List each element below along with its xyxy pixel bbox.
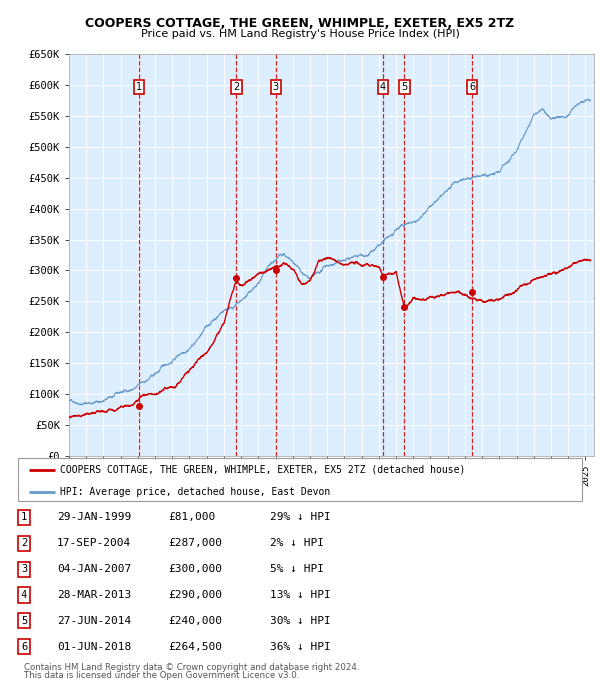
Text: 5% ↓ HPI: 5% ↓ HPI (270, 564, 324, 574)
Text: £290,000: £290,000 (168, 590, 222, 600)
Text: 27-JUN-2014: 27-JUN-2014 (57, 616, 131, 626)
Text: 1: 1 (136, 82, 142, 92)
Text: COOPERS COTTAGE, THE GREEN, WHIMPLE, EXETER, EX5 2TZ: COOPERS COTTAGE, THE GREEN, WHIMPLE, EXE… (85, 17, 515, 30)
Text: £264,500: £264,500 (168, 642, 222, 651)
Text: This data is licensed under the Open Government Licence v3.0.: This data is licensed under the Open Gov… (24, 670, 299, 680)
Text: 2% ↓ HPI: 2% ↓ HPI (270, 539, 324, 548)
Text: 1: 1 (21, 513, 27, 522)
Text: £300,000: £300,000 (168, 564, 222, 574)
Text: 04-JAN-2007: 04-JAN-2007 (57, 564, 131, 574)
Text: 29-JAN-1999: 29-JAN-1999 (57, 513, 131, 522)
Text: 28-MAR-2013: 28-MAR-2013 (57, 590, 131, 600)
Text: 30% ↓ HPI: 30% ↓ HPI (270, 616, 331, 626)
Text: 5: 5 (401, 82, 407, 92)
Text: £81,000: £81,000 (168, 513, 215, 522)
Text: 13% ↓ HPI: 13% ↓ HPI (270, 590, 331, 600)
Text: HPI: Average price, detached house, East Devon: HPI: Average price, detached house, East… (60, 487, 331, 496)
Text: Price paid vs. HM Land Registry's House Price Index (HPI): Price paid vs. HM Land Registry's House … (140, 29, 460, 39)
Text: 3: 3 (21, 564, 27, 574)
Text: 01-JUN-2018: 01-JUN-2018 (57, 642, 131, 651)
Text: 29% ↓ HPI: 29% ↓ HPI (270, 513, 331, 522)
Text: 36% ↓ HPI: 36% ↓ HPI (270, 642, 331, 651)
Text: Contains HM Land Registry data © Crown copyright and database right 2024.: Contains HM Land Registry data © Crown c… (24, 663, 359, 673)
Text: 6: 6 (469, 82, 475, 92)
Text: 6: 6 (21, 642, 27, 651)
Text: 4: 4 (380, 82, 386, 92)
Text: 3: 3 (272, 82, 279, 92)
Text: 5: 5 (21, 616, 27, 626)
Text: COOPERS COTTAGE, THE GREEN, WHIMPLE, EXETER, EX5 2TZ (detached house): COOPERS COTTAGE, THE GREEN, WHIMPLE, EXE… (60, 465, 466, 475)
Text: £287,000: £287,000 (168, 539, 222, 548)
Text: 2: 2 (233, 82, 239, 92)
Text: 17-SEP-2004: 17-SEP-2004 (57, 539, 131, 548)
Text: 4: 4 (21, 590, 27, 600)
Text: £240,000: £240,000 (168, 616, 222, 626)
Text: 2: 2 (21, 539, 27, 548)
